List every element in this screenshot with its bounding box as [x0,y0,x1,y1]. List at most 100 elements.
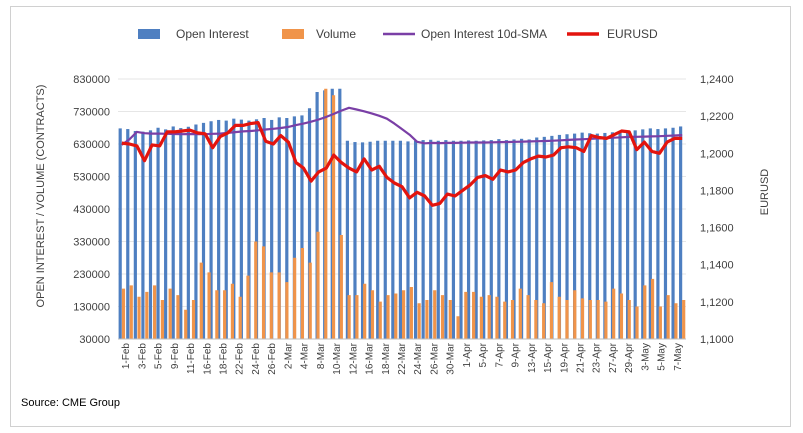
open-interest-bar [338,88,342,339]
volume-bar [573,290,577,339]
open-interest-bar [398,140,402,339]
open-interest-bar [126,129,130,339]
volume-bar [300,248,305,339]
sma-10d-line [121,106,683,146]
open-interest-bar [179,128,183,339]
x-tick-label: 5-Feb [154,343,165,370]
axes: 30000 130000 230000 330000 430000 530000 63000… [73,74,733,375]
volume-bar [534,300,538,339]
open-interest-bar [557,134,562,339]
open-interest-bar [519,138,524,339]
volume-bars [121,88,686,339]
open-interest-bar [262,118,266,339]
x-tick-label: 18-Mar [381,342,392,374]
open-interest-bar [194,124,198,339]
open-interest-bar [656,129,660,339]
volume-bar [246,275,250,339]
volume-bar [627,300,631,339]
x-tick-label: 27-Apr [608,342,619,373]
open-interest-bar [671,127,675,339]
volume-bar [448,300,452,339]
open-interest-bar [618,131,622,339]
open-interest-bar [300,115,304,340]
volume-bar [604,301,608,339]
legend-label: EURUSD [607,27,658,41]
open-interest-bar [118,128,122,339]
x-tick-label: 10-Mar [332,342,343,374]
volume-bar [153,285,157,339]
open-interest-bar [164,129,168,339]
x-tick-label: 5-Apr [478,342,489,367]
open-interest-bar [626,131,630,339]
x-tick-label: 12-Mar [348,342,359,374]
open-interest-bar [406,141,410,339]
x-tick-label: 16-Mar [365,342,376,374]
legend-label: Volume [316,27,356,41]
volume-bar [168,288,172,339]
y-left-tick-label: 330000 [73,237,110,249]
open-interest-bar [421,140,425,339]
open-interest-bar [482,140,486,339]
volume-bar [479,296,483,339]
volume-bar [619,293,624,339]
y-left-tick-label: 230000 [73,269,110,281]
y-right-tick-label: 1,2400 [700,74,734,86]
open-interest-bar [588,133,592,339]
open-interest-bar [527,139,531,339]
volume-bar [542,303,546,339]
volume-bar [370,290,375,339]
volume-bar [518,288,522,339]
open-interest-bar [535,137,539,339]
volume-bar [495,296,499,339]
volume-bar [145,291,149,339]
open-interest-bar [489,140,493,339]
volume-bar [425,300,429,339]
open-interest-bar [171,126,175,339]
open-interest-bar [497,139,501,339]
legend-swatch [282,29,304,39]
volume-bar [658,306,662,339]
open-interest-bar [209,121,213,339]
open-interest-bar [573,133,577,339]
y-right-tick-label: 1,1000 [700,334,734,346]
volume-bar [285,282,289,339]
x-tick-label: 8-Mar [316,342,327,369]
y-left-tick-label: 430000 [73,204,110,216]
x-tick-label: 5-May [657,343,668,371]
x-tick-label: 16-Feb [202,343,213,375]
open-interest-bar [595,133,599,339]
open-interest-bar [444,140,448,339]
eurusd-line [121,120,683,207]
x-tick-label: 22-Feb [235,343,246,375]
open-interest-bar [641,129,645,339]
volume-bar [674,303,678,339]
volume-bar [254,241,258,339]
volume-bar [160,300,164,339]
open-interest-bar [663,128,668,339]
open-interest-bar [201,122,206,339]
volume-bar [269,272,273,339]
x-tick-label: 29-Apr [624,342,635,373]
volume-bar [394,293,398,339]
volume-bar [635,306,639,339]
x-tick-label: 1-Feb [121,343,132,370]
volume-bar [238,296,242,339]
volume-bar [682,300,686,339]
volume-bar [331,95,336,339]
volume-bar [316,231,320,339]
volume-bar [339,235,343,339]
volume-bar [308,262,312,339]
open-interest-bar [148,130,153,339]
volume-bar [184,309,188,339]
y-left-tick-label: 130000 [73,302,110,314]
open-interest-bar [459,140,463,339]
open-interest-bar [451,140,456,339]
volume-bar [650,278,655,339]
volume-bar [580,298,585,339]
x-tick-label: 18-Feb [218,343,229,375]
open-interest-bar [345,140,349,339]
volume-bar [230,283,235,339]
x-tick-label: 22-Mar [397,342,408,374]
x-tick-label: 9-Apr [511,342,522,367]
volume-bar [487,295,491,339]
